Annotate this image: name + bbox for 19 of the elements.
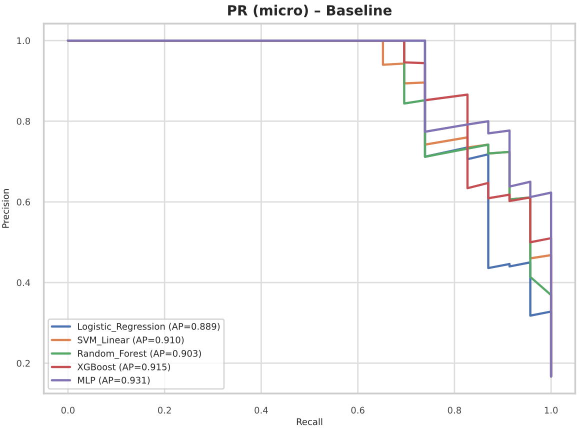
legend-label: XGBoost (AP=0.915) — [77, 363, 170, 372]
x-tick-label: 1.0 — [544, 406, 558, 414]
x-tick-label: 0.2 — [158, 406, 171, 414]
y-tick-label: 0.6 — [16, 198, 30, 206]
x-tick-label: 0.8 — [448, 406, 462, 414]
y-tick-label: 0.4 — [16, 279, 30, 286]
chart-title: PR (micro) – Baseline — [228, 4, 392, 18]
y-tick-label: 1.0 — [17, 37, 30, 44]
legend-label: Logistic_Regression (AP=0.889) — [78, 322, 220, 332]
legend-label: MLP (AP=0.931) — [78, 376, 150, 385]
legend-label: SVM_Linear (AP=0.910) — [78, 336, 184, 346]
y-tick-label: 0.2 — [16, 360, 30, 367]
y-tick-label: 0.8 — [16, 118, 30, 125]
legend-label: Random_Forest (AP=0.903) — [78, 350, 201, 359]
y-axis-title: Precision — [2, 189, 9, 228]
x-tick-label: 0.4 — [254, 406, 268, 414]
x-tick-label: 0.6 — [351, 406, 364, 414]
x-tick-label: 0.0 — [61, 406, 75, 414]
x-axis-title: Recall — [296, 418, 322, 426]
